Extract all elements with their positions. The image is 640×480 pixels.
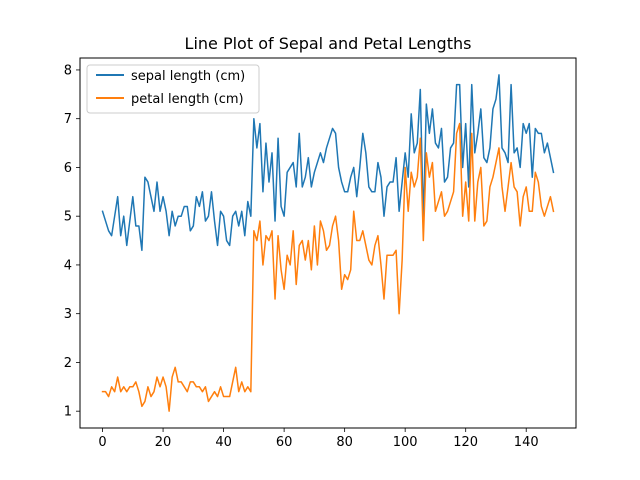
x-tick-label: 120 [453,435,478,450]
y-tick-label: 8 [64,63,72,78]
y-tick-label: 3 [64,307,72,322]
legend-label-petal-length: petal length (cm) [131,92,244,107]
y-tick-label: 1 [64,405,72,420]
series-line-petal-length [101,122,555,412]
x-tick-label: 0 [98,435,106,450]
x-tick-label: 20 [155,435,172,450]
y-tick-label: 6 [64,161,72,176]
legend-box [86,64,260,114]
series-lines [101,74,555,412]
y-tick-label: 4 [64,258,72,273]
legend-label-sepal-length: sepal length (cm) [131,69,245,84]
x-tick-label: 100 [393,435,418,450]
x-tick-label: 40 [215,435,232,450]
y-tick-label: 5 [64,210,72,225]
x-axis: 0 20 40 60 80 100 120 140 [98,428,539,450]
series-line-sepal-length [101,74,555,252]
chart-title: Line Plot of Sepal and Petal Lengths [185,34,472,53]
plot-area-frame [79,57,577,429]
x-tick-label: 60 [276,435,293,450]
y-axis: 1 2 3 4 5 6 7 8 [64,63,80,420]
legend: sepal length (cm) petal length (cm) [86,64,260,114]
y-tick-label: 7 [64,112,72,127]
y-tick-label: 2 [64,356,72,371]
x-tick-label: 80 [336,435,353,450]
x-tick-label: 140 [514,435,539,450]
